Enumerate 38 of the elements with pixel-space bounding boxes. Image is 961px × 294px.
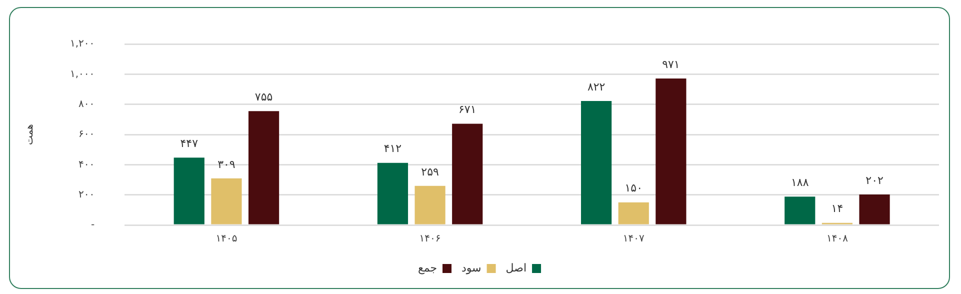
x-tick-label: ۱۴۰۵ <box>216 234 238 245</box>
data-label: ۶۷۱ <box>458 103 476 116</box>
legend-label: اصل <box>506 261 527 274</box>
bar <box>656 78 686 224</box>
data-label: ۸۲۲ <box>587 80 606 94</box>
y-tick-label: ۱,۰۰۰ <box>70 68 95 80</box>
data-label: ۱۸۸ <box>791 176 809 190</box>
x-tick-label: ۱۴۰۶ <box>419 234 441 245</box>
data-label: ۱۴ <box>831 202 844 216</box>
bar <box>859 194 890 224</box>
bar <box>452 124 483 224</box>
data-label: ۴۴۷ <box>180 136 198 150</box>
data-label: ۹۷۱ <box>662 58 680 71</box>
y-tick-label: ۲۰۰ <box>78 189 95 200</box>
bar <box>211 178 242 224</box>
y-tick-label: ۶۰۰ <box>78 129 95 140</box>
bar <box>784 196 816 224</box>
bar <box>377 162 408 224</box>
y-tick-label: ۸۰۰ <box>78 98 95 110</box>
bar <box>580 101 612 224</box>
data-label: ۲۰۲ <box>866 174 884 187</box>
bar <box>618 202 649 224</box>
data-label: ۷۵۵ <box>254 90 273 104</box>
y-tick-label: - <box>91 220 96 231</box>
y-tick-label: ۱,۲۰۰ <box>70 38 95 50</box>
data-label: ۴۱۲ <box>384 142 402 156</box>
data-label: ۳۰۹ <box>218 158 236 171</box>
y-axis-title: همت <box>24 124 36 145</box>
bar <box>248 111 280 224</box>
bar <box>174 158 204 224</box>
legend-label: جمع <box>418 261 437 274</box>
bar <box>414 186 446 224</box>
x-tick-label: ۱۴۰۸ <box>826 234 849 245</box>
x-tick-label: ۱۴۰۷ <box>622 234 645 245</box>
legend-label: سود <box>461 261 482 274</box>
data-label: ۲۵۹ <box>421 165 439 178</box>
data-label: ۱۵۰ <box>624 182 642 195</box>
y-tick-label: ۴۰۰ <box>78 159 95 170</box>
